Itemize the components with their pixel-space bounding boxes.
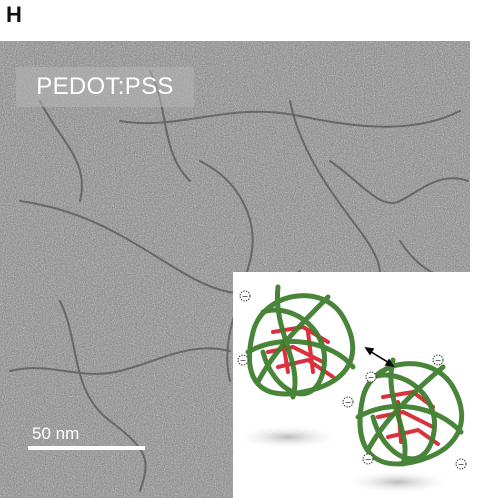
svg-text:−: −: [240, 356, 247, 365]
panel-letter: H: [6, 2, 22, 27]
sample-label: PEDOT:PSS: [16, 67, 194, 107]
particle-schematic-inset: − − − − − − −: [233, 272, 470, 498]
svg-text:−: −: [242, 292, 249, 301]
pedot-pss-particle-schematic: − − − − − − −: [233, 284, 467, 494]
charge-markers: − − − − − − −: [237, 290, 467, 470]
cryo-tem-micrograph: [0, 41, 470, 498]
scale-bar: [28, 446, 145, 450]
svg-text:−: −: [365, 455, 372, 464]
svg-text:−: −: [458, 460, 465, 469]
interaction-arrow: [364, 346, 395, 368]
scale-bar-label: 50 nm: [32, 424, 80, 443]
svg-text:−: −: [435, 356, 442, 365]
svg-text:−: −: [368, 373, 375, 382]
svg-text:−: −: [345, 398, 352, 407]
